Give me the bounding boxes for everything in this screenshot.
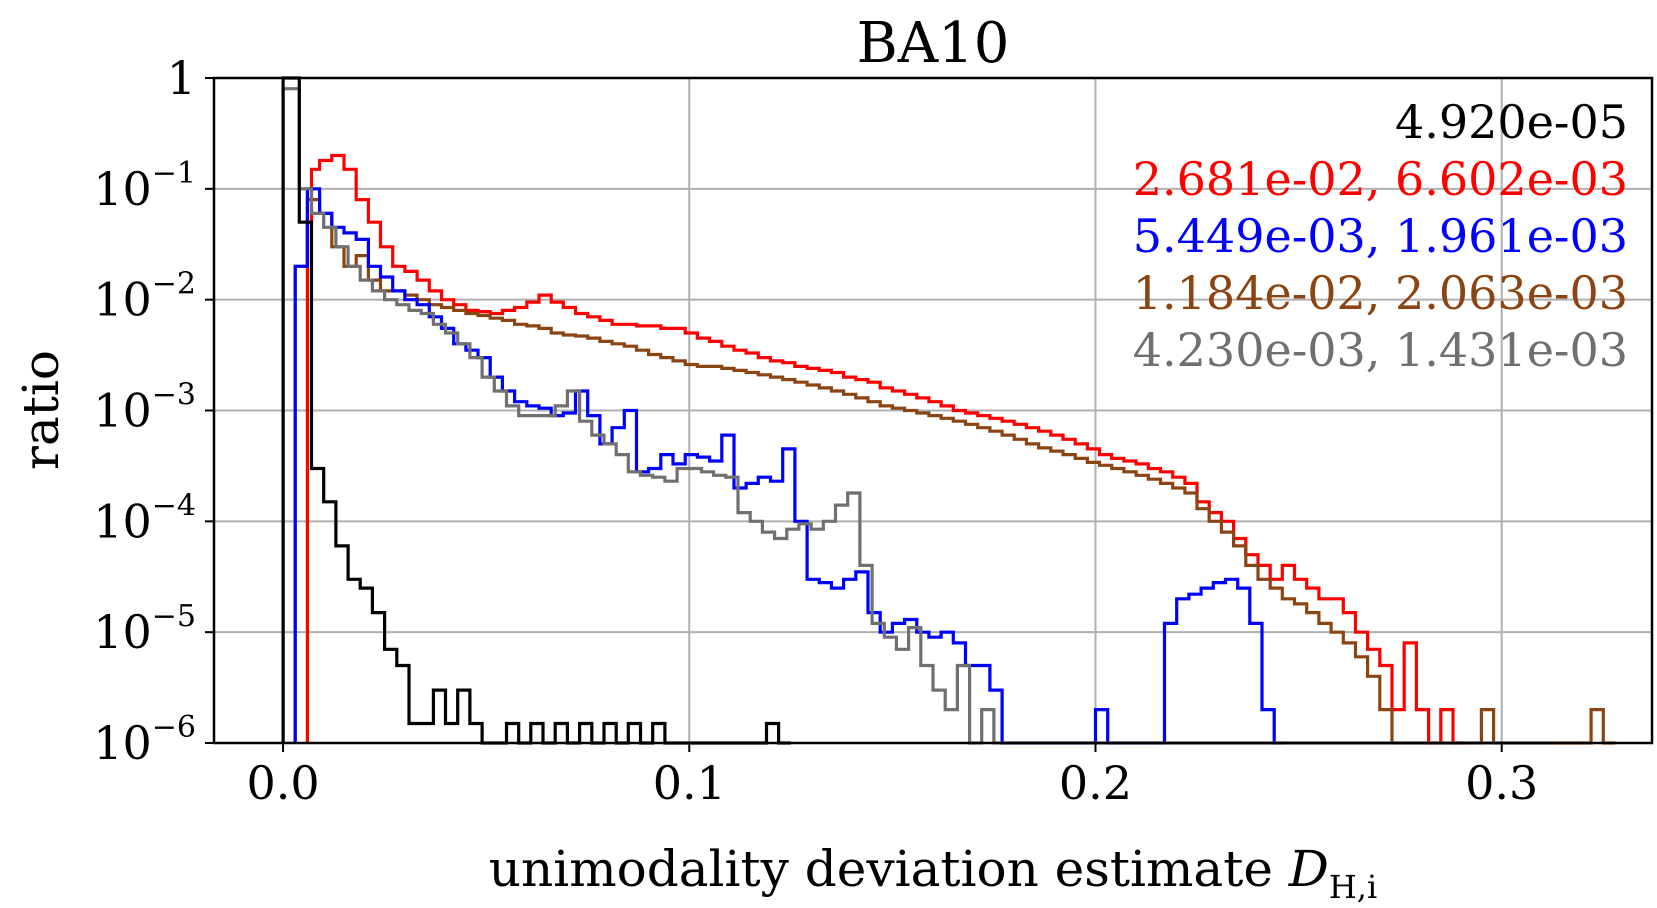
- x-tick-label: 0.0: [246, 756, 319, 810]
- y-tick-label: 10−2: [93, 267, 196, 327]
- x-tick-label: 0.3: [1465, 756, 1538, 810]
- chart-title: BA10: [857, 11, 1010, 76]
- x-tick-label: 0.1: [653, 756, 726, 810]
- x-axis-label-symbol: D: [1288, 840, 1329, 898]
- y-axis-label: ratio: [12, 350, 70, 470]
- annotation-line-4: 1.184e-02, 2.063e-03: [1133, 266, 1628, 320]
- axis-ticks: 0.0 0.1 0.2 0.3 1 10−1 10−2 10−3 10−4 10−5 10−6: [93, 51, 1538, 810]
- annotation-line-2: 2.681e-02, 6.602e-03: [1133, 152, 1628, 206]
- y-tick-label: 10−1: [93, 156, 196, 216]
- x-axis-label-subscript: H,i: [1329, 868, 1377, 906]
- annotation-line-3: 5.449e-03, 1.961e-03: [1133, 209, 1628, 263]
- x-tick-label: 0.2: [1059, 756, 1132, 810]
- series-red-line: [305, 153, 1466, 745]
- series-brown-line: [293, 198, 1616, 745]
- y-tick-label: 1: [167, 51, 196, 105]
- y-tick-label: 10−3: [93, 378, 196, 438]
- y-tick-label: 10−5: [93, 599, 196, 659]
- y-tick-label: 10−6: [93, 710, 196, 770]
- x-axis-label: unimodality deviation estimate DH,i: [489, 840, 1377, 906]
- y-tick-label: 10−4: [93, 488, 196, 548]
- annotation-line-1: 4.920e-05: [1395, 95, 1628, 149]
- annotation-block: 4.920e-052.681e-02, 6.602e-035.449e-03, …: [1133, 95, 1628, 377]
- x-axis-label-text: unimodality deviation estimate: [489, 840, 1289, 898]
- series-gray-line: [281, 87, 1551, 745]
- annotation-line-5: 4.230e-03, 1.431e-03: [1133, 323, 1628, 377]
- series-group: [281, 76, 1616, 745]
- series-blue-line: [293, 187, 1287, 745]
